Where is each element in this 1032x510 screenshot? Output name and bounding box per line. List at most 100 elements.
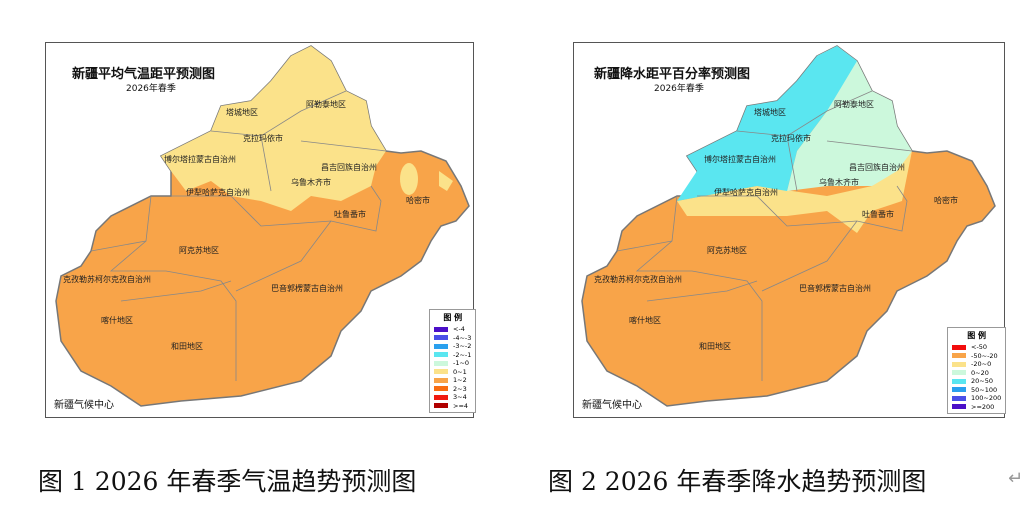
legend-label: 3~4 — [453, 393, 467, 402]
figure-caption-1: 图 1 2026 年春季气温趋势预测图 — [38, 467, 417, 496]
northwest-very-wet-zone — [677, 46, 857, 201]
legend-item: -2~-1 — [434, 351, 471, 360]
region-label: 巴音郭楞蒙古自治州 — [799, 284, 871, 293]
region-label: 伊犁哈萨克自治州 — [714, 188, 778, 197]
map-subtitle: 2026年春季 — [654, 84, 704, 94]
region-label: 博尔塔拉蒙古自治州 — [164, 155, 236, 164]
precipitation-map: 新疆降水距平百分率预测图 2026年春季 塔城地区 阿勒泰地区 克拉玛依市 博尔… — [573, 42, 1007, 418]
legend-label: >=200 — [971, 402, 995, 411]
region-label: 克孜勒苏柯尔克孜自治州 — [594, 275, 682, 284]
legend-swatch — [952, 344, 966, 350]
legend: 图 例 <-50 -50~-20 -20~0 0~20 20~50 50~100 100~2… — [947, 327, 1007, 414]
legend-swatch — [952, 361, 966, 367]
legend-item: <-50 — [952, 343, 1001, 352]
legend-item: >=4 — [434, 402, 471, 411]
temperature-map-shapes — [55, 45, 470, 407]
legend-item: 100~200 — [952, 394, 1001, 403]
map-title: 新疆降水距平百分率预测图 — [594, 67, 751, 82]
region-label: 塔城地区 — [226, 108, 258, 117]
region-label: 阿勒泰地区 — [306, 100, 346, 109]
region-label: 哈密市 — [406, 196, 430, 205]
legend-swatch — [434, 369, 448, 375]
region-label: 喀什地区 — [101, 316, 133, 325]
map-title: 新疆平均气温距平预测图 — [72, 67, 216, 82]
legend-swatch — [952, 387, 966, 393]
legend-item: -3~-2 — [434, 342, 471, 351]
region-label: 塔城地区 — [754, 108, 786, 117]
legend-item: 3~4 — [434, 393, 471, 402]
legend-label: 20~50 — [971, 377, 993, 386]
legend-label: >=4 — [453, 401, 469, 410]
precipitation-map-shapes — [581, 45, 996, 407]
legend-swatch — [952, 404, 966, 410]
region-label: 吐鲁番市 — [334, 210, 366, 219]
credit: 新疆气候中心 — [54, 400, 114, 411]
region-label: 克拉玛依市 — [771, 134, 811, 143]
legend-title: 图 例 — [967, 331, 987, 340]
legend-swatch — [434, 360, 448, 366]
hami-warm-spot — [400, 163, 418, 195]
legend-swatch — [952, 370, 966, 376]
region-label: 克拉玛依市 — [243, 134, 283, 143]
legend-label: -4~-3 — [453, 333, 472, 342]
region-label: 阿勒泰地区 — [834, 100, 874, 109]
legend-item: 0~1 — [434, 368, 471, 377]
legend-item: <-4 — [434, 325, 471, 334]
legend-swatch — [952, 353, 966, 359]
region-label: 喀什地区 — [629, 316, 661, 325]
legend-label: -1~0 — [453, 359, 470, 368]
region-label: 和田地区 — [171, 342, 203, 351]
legend-label: <-50 — [971, 343, 988, 352]
legend-item: -4~-3 — [434, 334, 471, 343]
legend-label: 1~2 — [453, 376, 467, 385]
legend-swatch — [952, 395, 966, 401]
legend-label: 2~3 — [453, 384, 467, 393]
region-label: 克孜勒苏柯尔克孜自治州 — [63, 275, 151, 284]
legend-item: >=200 — [952, 403, 1001, 412]
region-label: 和田地区 — [699, 342, 731, 351]
legend-swatch — [434, 394, 448, 400]
region-label: 昌吉回族自治州 — [321, 163, 377, 172]
legend-label: 0~20 — [971, 368, 989, 377]
legend-item: 0~20 — [952, 369, 1001, 378]
region-label: 乌鲁木齐市 — [291, 178, 331, 187]
region-label: 阿克苏地区 — [179, 246, 219, 255]
region-label: 乌鲁木齐市 — [819, 178, 859, 187]
north-dry-zone — [677, 151, 912, 233]
legend-item: 20~50 — [952, 377, 1001, 386]
region-label: 昌吉回族自治州 — [849, 163, 905, 172]
legend-item: 2~3 — [434, 385, 471, 394]
region-label: 哈密市 — [934, 196, 958, 205]
legend-item: -1~0 — [434, 359, 471, 368]
region-label: 博尔塔拉蒙古自治州 — [704, 155, 776, 164]
legend-swatch — [952, 378, 966, 384]
legend-item: -50~-20 — [952, 352, 1001, 361]
region-label: 吐鲁番市 — [862, 210, 894, 219]
credit: 新疆气候中心 — [582, 400, 642, 411]
legend-swatch — [434, 352, 448, 358]
legend-swatch — [434, 326, 448, 332]
legend-swatch — [434, 343, 448, 349]
legend-swatch — [434, 403, 448, 409]
legend-item: 1~2 — [434, 376, 471, 385]
legend-label: -2~-1 — [453, 350, 472, 359]
northeast-wet-zone — [787, 46, 912, 191]
region-label: 阿克苏地区 — [707, 246, 747, 255]
paragraph-mark-icon: ↵ — [1008, 468, 1024, 489]
legend-label: 100~200 — [971, 394, 1002, 403]
legend-item: -20~0 — [952, 360, 1001, 369]
temperature-map: 新疆平均气温距平预测图 2026年春季 塔城地区 阿勒泰地区 克拉玛依市 博尔塔… — [45, 42, 477, 418]
region-label: 巴音郭楞蒙古自治州 — [271, 284, 343, 293]
legend-swatch — [434, 386, 448, 392]
legend-label: -50~-20 — [971, 351, 998, 360]
region-label: 伊犁哈萨克自治州 — [186, 188, 250, 197]
legend-swatch — [434, 377, 448, 383]
map-subtitle: 2026年春季 — [126, 84, 176, 94]
legend-label: -3~-2 — [453, 342, 472, 351]
legend-label: -20~0 — [971, 360, 992, 369]
legend-title: 图 例 — [443, 313, 463, 322]
legend-label: <-4 — [453, 325, 465, 334]
legend-label: 50~100 — [971, 385, 998, 394]
legend-swatch — [434, 335, 448, 341]
legend-label: 0~1 — [453, 367, 467, 376]
